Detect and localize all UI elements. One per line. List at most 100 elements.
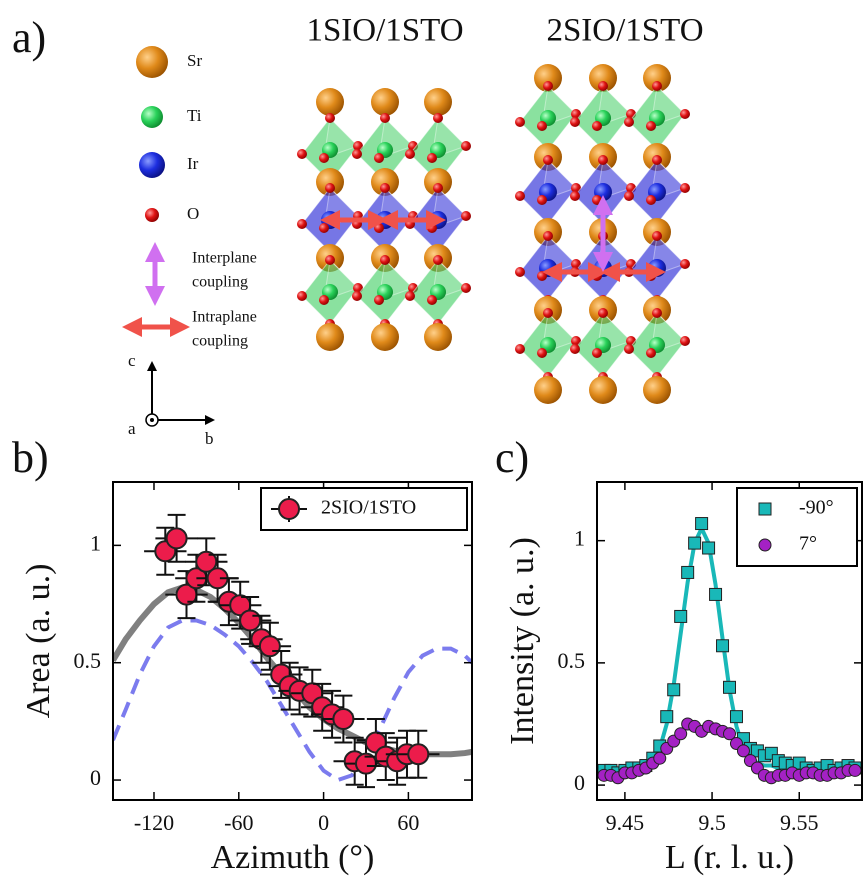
atom [680, 259, 690, 269]
marker [167, 528, 187, 548]
structure-title: 1SIO/1STO [306, 13, 463, 49]
atom [427, 223, 437, 233]
atom [652, 81, 662, 91]
atom [537, 121, 547, 131]
x-tick-label: 9.55 [780, 810, 819, 835]
legend-marker [759, 539, 771, 551]
line [113, 588, 472, 755]
coupling-label: coupling [192, 274, 248, 291]
atom [515, 344, 525, 354]
atom-icon [141, 106, 163, 128]
y-tick-label: 1 [574, 526, 585, 551]
axis-name: c [128, 351, 136, 370]
atom [598, 81, 608, 91]
panel-label: c) [495, 433, 529, 482]
atom [589, 376, 617, 404]
marker [682, 566, 694, 578]
y-tick-label: 0.5 [558, 648, 586, 673]
x-tick-label: 9.45 [606, 810, 645, 835]
atom [570, 191, 580, 201]
atom [646, 348, 656, 358]
marker [696, 518, 708, 530]
legend-label: 7° [799, 533, 817, 555]
atom [652, 231, 662, 241]
atom-label: Ir [187, 154, 199, 173]
marker [661, 711, 673, 723]
marker [675, 610, 687, 622]
marker [730, 711, 742, 723]
marker [408, 744, 428, 764]
atom [680, 183, 690, 193]
atom [515, 267, 525, 277]
marker [260, 636, 280, 656]
atom [380, 183, 390, 193]
atom [433, 183, 443, 193]
figure: a) b) c) Sr Ti Ir O Interplane coupling … [0, 0, 867, 877]
atom [646, 195, 656, 205]
marker [849, 764, 861, 776]
atom-label: Ti [187, 106, 202, 125]
marker [717, 640, 729, 652]
atom [297, 149, 307, 159]
marker [724, 681, 736, 693]
structure-title: 2SIO/1STO [546, 13, 703, 49]
atom [534, 376, 562, 404]
atom [433, 255, 443, 265]
x-axis-label: L (r. l. u.) [665, 839, 794, 876]
atom [424, 323, 452, 351]
atom [598, 308, 608, 318]
atom [537, 271, 547, 281]
axis-name: b [205, 429, 214, 448]
atom [643, 376, 671, 404]
atom [427, 153, 437, 163]
atom [461, 283, 471, 293]
marker [333, 709, 353, 729]
atom [297, 291, 307, 301]
atom [543, 231, 553, 241]
y-tick-label: 1 [90, 530, 101, 555]
atom [380, 113, 390, 123]
atom [652, 155, 662, 165]
atom [543, 81, 553, 91]
atom [543, 308, 553, 318]
atom [319, 295, 329, 305]
x-tick-label: -120 [134, 810, 174, 835]
atom [371, 323, 399, 351]
atom [680, 109, 690, 119]
atom-icon [145, 208, 159, 222]
axis-name: a [128, 419, 136, 438]
atom [624, 117, 634, 127]
atom [319, 223, 329, 233]
atom [543, 155, 553, 165]
atom [325, 255, 335, 265]
atom [380, 255, 390, 265]
coupling-label: Interplane [192, 250, 257, 267]
atom [427, 295, 437, 305]
atom [316, 323, 344, 351]
atom [405, 291, 415, 301]
y-tick-label: 0.5 [74, 648, 102, 673]
x-tick-label: 60 [397, 810, 419, 835]
atom [374, 153, 384, 163]
legend-marker [759, 503, 771, 515]
atom [374, 295, 384, 305]
axis-dot [150, 418, 154, 422]
atom [316, 88, 344, 116]
atom [461, 211, 471, 221]
atom [570, 344, 580, 354]
atom [352, 149, 362, 159]
atom [405, 149, 415, 159]
atom [570, 117, 580, 127]
atom [515, 191, 525, 201]
legend-label: -90° [799, 497, 834, 519]
marker [689, 537, 701, 549]
structures [297, 64, 690, 404]
atom [537, 195, 547, 205]
x-tick-label: -60 [224, 810, 253, 835]
marker [240, 610, 260, 630]
atom [624, 344, 634, 354]
marker [703, 542, 715, 554]
y-axis-label: Area (a. u.) [20, 564, 57, 719]
atom [652, 308, 662, 318]
